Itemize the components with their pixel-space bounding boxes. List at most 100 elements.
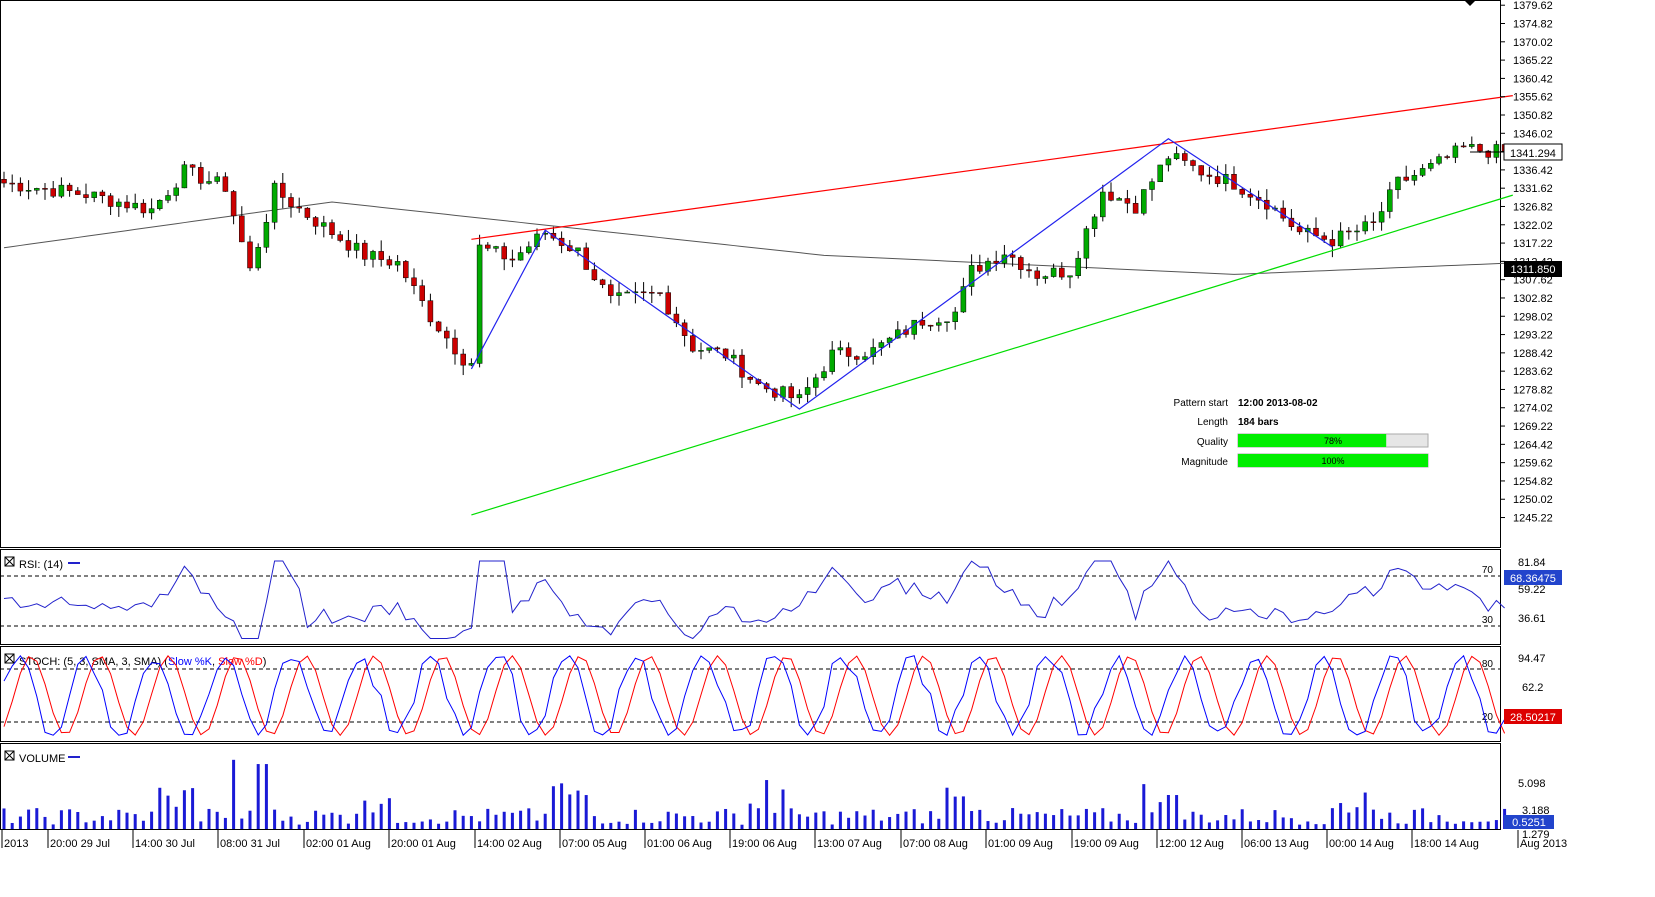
volume-bar: [281, 820, 285, 829]
volume-bar: [1142, 784, 1146, 829]
volume-bar: [1232, 819, 1236, 829]
volume-bar: [289, 816, 293, 829]
candle-body: [1100, 191, 1106, 218]
candle-body: [345, 240, 352, 251]
candle-body: [1141, 189, 1147, 214]
vol-tick-2: 3.188: [1522, 805, 1550, 817]
volume-panel[interactable]: VOLUME 5.098 3.188 1.279 0.5251: [2, 750, 1555, 841]
candle-body: [1469, 144, 1475, 147]
volume-bar: [871, 809, 875, 829]
price-tick-label: 1264.42: [1513, 439, 1553, 451]
candle-body: [977, 265, 983, 272]
volume-bar: [27, 809, 31, 829]
volume-bar: [1412, 809, 1416, 829]
volume-bar: [560, 783, 564, 829]
price-tick-label: 1322.02: [1513, 220, 1553, 232]
candle-body: [353, 242, 360, 251]
price-panel[interactable]: [1, 95, 1513, 516]
volume-bar: [510, 812, 514, 829]
ma-last-value: 1311.850: [1510, 264, 1555, 276]
candle-body: [698, 350, 704, 352]
price-tick-label: 1336.42: [1513, 165, 1553, 177]
scroll-arrow-icon[interactable]: [1464, 0, 1476, 6]
volume-bar: [297, 824, 301, 829]
volume-bar: [1347, 812, 1351, 829]
candle-body: [681, 322, 688, 336]
volume-bar: [601, 823, 605, 829]
volume-bar: [617, 821, 621, 829]
volume-bar: [396, 822, 400, 829]
volume-bar: [338, 814, 342, 829]
volume-bar: [1117, 813, 1121, 829]
volume-bar: [117, 809, 121, 829]
volume-bar: [1166, 794, 1170, 829]
candle-body: [17, 182, 24, 192]
volume-bar: [1199, 814, 1203, 829]
volume-bar: [1371, 809, 1375, 829]
candle-body: [517, 252, 524, 261]
candle-body: [788, 386, 794, 399]
volume-bar: [437, 823, 441, 829]
volume-bar: [830, 824, 834, 829]
candle-body: [796, 394, 803, 399]
price-tick-label: 1259.62: [1513, 458, 1553, 470]
volume-bar: [978, 809, 982, 829]
volume-bar: [1216, 820, 1220, 829]
volume-label: VOLUME: [19, 753, 65, 765]
volume-bar: [371, 812, 375, 829]
rsi-last-value: 68.36475: [1510, 573, 1556, 585]
volume-bar: [838, 811, 842, 829]
candle-body: [714, 347, 721, 350]
vol-tick-3: 1.279: [1522, 829, 1550, 841]
volume-bar: [666, 811, 670, 829]
ma-value-tag: 1311.850: [1504, 261, 1562, 277]
time-tick-label: 20:00 29 Jul: [50, 838, 110, 850]
volume-bar: [322, 814, 326, 829]
candle-body: [649, 291, 655, 294]
candle-body: [485, 244, 491, 249]
candle-body: [165, 195, 171, 201]
volume-bar: [256, 764, 260, 829]
resistance-line: [471, 95, 1513, 240]
volume-bar: [1330, 808, 1334, 829]
candle-body: [706, 347, 712, 351]
volume-bar: [166, 795, 170, 829]
candle-body: [919, 319, 926, 326]
rsi-panel[interactable]: RSI: (14) 70 30 81.84 59.22 36.61 68.364…: [0, 556, 1562, 640]
volume-bar: [961, 796, 965, 829]
volume-bar: [986, 821, 990, 829]
time-tick-label: 13:00 07 Aug: [817, 838, 882, 850]
time-tick-label: 06:00 13 Aug: [1244, 838, 1309, 850]
stoch-tick-1: 94.47: [1518, 653, 1546, 665]
time-tick-label: 14:00 30 Jul: [135, 838, 195, 850]
volume-bar: [92, 820, 96, 829]
volume-bar: [1273, 810, 1277, 829]
rsi-level-70-label: 70: [1482, 565, 1494, 576]
candle-body: [198, 167, 204, 184]
volume-bar: [1076, 815, 1080, 829]
candle-body: [1329, 239, 1336, 247]
candle-body: [91, 191, 97, 198]
volume-bar: [1494, 820, 1498, 829]
candle-body: [944, 321, 950, 323]
candle-body: [206, 181, 212, 184]
volume-bar: [1363, 792, 1367, 829]
stoch-panel[interactable]: STOCH: (5, 3, SMA, 3, SMA) (Slow %K, Slo…: [0, 653, 1562, 737]
volume-bar: [232, 759, 236, 829]
rsi-line: [3, 560, 1505, 640]
candle-body: [493, 246, 499, 249]
candle-body: [993, 260, 999, 264]
volume-bar: [68, 809, 72, 829]
candle-body: [501, 246, 507, 260]
price-tick-label: 1350.82: [1513, 110, 1553, 122]
volume-bar: [502, 811, 506, 829]
candle-body: [157, 200, 163, 209]
volume-bar: [100, 816, 104, 829]
price-tick-label: 1331.62: [1513, 183, 1553, 195]
candle-body: [25, 190, 32, 192]
price-tick-label: 1302.82: [1513, 293, 1553, 305]
volume-bar: [445, 821, 449, 829]
candle-body: [1247, 194, 1254, 198]
candle-body: [230, 191, 237, 217]
